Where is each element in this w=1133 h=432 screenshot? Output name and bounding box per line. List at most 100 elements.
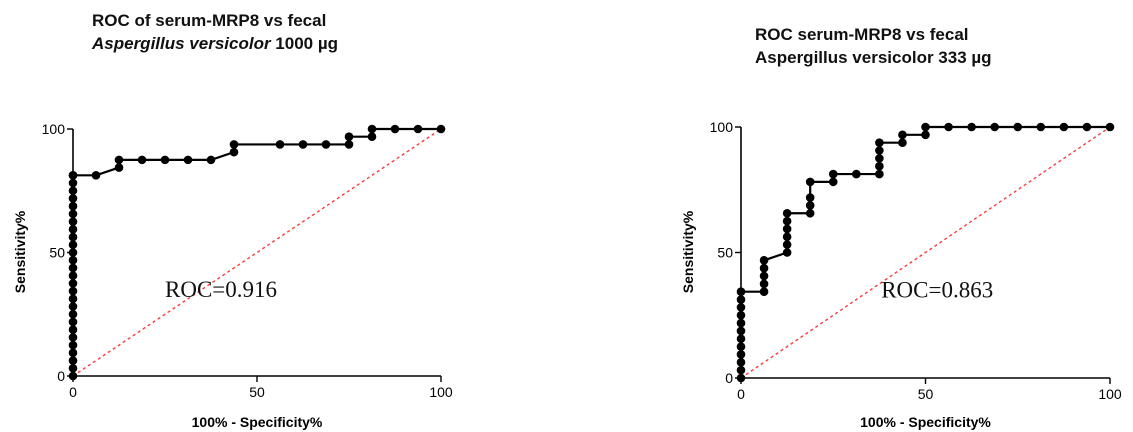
- roc-point: [68, 255, 78, 265]
- roc-point: [759, 279, 769, 289]
- roc-point: [1059, 122, 1069, 132]
- roc-point: [68, 363, 78, 373]
- roc-point: [68, 201, 78, 211]
- roc-point: [68, 309, 78, 319]
- roc-point: [782, 224, 792, 234]
- chart-title: ROC of serum-MRP8 vs fecal Aspergillus v…: [92, 9, 338, 55]
- roc-point: [759, 271, 769, 281]
- chart-title: ROC serum-MRP8 vs fecal Aspergillus vers…: [755, 23, 992, 69]
- x-tick-label: 0: [69, 384, 77, 400]
- y-axis-label: Sensitivity%: [12, 210, 28, 293]
- roc-point: [852, 169, 861, 179]
- y-tick-label: 0: [725, 370, 733, 386]
- roc-point: [68, 240, 78, 250]
- roc-point: [68, 294, 78, 304]
- reference-diagonal-line: [72, 128, 442, 377]
- roc-point: [68, 286, 78, 296]
- roc-point: [68, 209, 78, 219]
- x-tick-label: 0: [737, 386, 745, 402]
- roc-point: [875, 138, 884, 147]
- roc-point: [1013, 122, 1023, 132]
- roc-point: [344, 132, 354, 142]
- roc-point: [990, 122, 999, 132]
- x-tick-label: 100: [1098, 386, 1122, 402]
- roc-point: [736, 318, 746, 328]
- chart-title-species: Aspergillus versicolor: [92, 34, 271, 53]
- roc-point: [114, 155, 124, 165]
- roc-point: [921, 130, 930, 140]
- roc-point: [367, 124, 377, 134]
- roc-point: [875, 154, 884, 163]
- roc-point: [413, 124, 423, 134]
- roc-point: [736, 287, 746, 297]
- roc-point: [68, 371, 78, 381]
- roc-point: [68, 325, 78, 334]
- y-tick-label: 0: [57, 368, 65, 384]
- roc-point: [206, 155, 216, 165]
- roc-point: [68, 232, 78, 242]
- x-axis-label: 100% - Specificity%: [860, 414, 991, 430]
- roc-point: [68, 333, 78, 342]
- roc-point: [229, 147, 239, 157]
- roc-point: [736, 365, 746, 375]
- roc-point: [68, 171, 78, 180]
- roc-auc-annotation: ROC=0.863: [881, 278, 993, 303]
- roc-point: [68, 279, 78, 288]
- roc-point: [298, 140, 308, 149]
- roc-point: [275, 140, 285, 149]
- roc-point: [91, 171, 101, 180]
- roc-point: [1036, 122, 1046, 132]
- roc-point: [875, 169, 884, 179]
- roc-point: [782, 208, 792, 218]
- roc-point: [68, 194, 78, 203]
- roc-point: [68, 356, 78, 365]
- roc-point: [782, 216, 792, 226]
- roc-point: [782, 240, 792, 249]
- roc-point: [68, 263, 78, 273]
- roc-point: [898, 138, 907, 147]
- roc-point: [736, 350, 746, 359]
- roc-point: [828, 177, 838, 187]
- roc-point: [736, 358, 746, 367]
- chart-title-dose: 1000 µg: [270, 34, 339, 53]
- roc-point: [736, 326, 746, 336]
- roc-point: [68, 348, 78, 358]
- roc-point: [344, 140, 354, 149]
- roc-point: [137, 155, 147, 165]
- roc-auc-annotation: ROC=0.916: [165, 277, 277, 302]
- roc-point: [1105, 122, 1115, 132]
- x-tick-label: 50: [249, 384, 265, 400]
- roc-point: [805, 208, 815, 218]
- chart-title-line1: ROC of serum-MRP8 vs fecal: [92, 11, 327, 30]
- roc-point: [68, 340, 78, 350]
- x-axis-label: 100% - Specificity%: [192, 414, 323, 430]
- roc-point: [736, 303, 746, 312]
- chart-title-line1: ROC serum-MRP8 vs fecal: [755, 25, 969, 44]
- roc-point: [68, 225, 78, 234]
- roc-point: [68, 317, 78, 327]
- roc-point: [321, 140, 331, 149]
- x-tick-label: 100: [429, 384, 453, 400]
- roc-point: [759, 263, 769, 273]
- roc-point: [736, 373, 746, 383]
- roc-point: [805, 201, 815, 210]
- roc-point: [114, 163, 124, 172]
- roc-point: [875, 161, 884, 171]
- roc-point: [68, 271, 78, 280]
- roc-point: [828, 169, 838, 179]
- roc-point: [736, 334, 746, 344]
- roc-point: [160, 155, 170, 165]
- roc-point: [805, 193, 815, 202]
- roc-point: [967, 122, 976, 132]
- roc-point: [782, 232, 792, 242]
- roc-point: [1082, 122, 1092, 132]
- reference-diagonal-line: [740, 126, 1111, 379]
- roc-point: [436, 124, 446, 134]
- roc-point: [68, 302, 78, 311]
- roc-point: [759, 256, 769, 265]
- roc-point: [229, 140, 239, 149]
- roc-point: [944, 122, 953, 132]
- roc-plot: 0 50 100 0 50 100 100% - Specificity% Sensitivi…: [12, 121, 453, 430]
- roc-point: [736, 342, 746, 351]
- roc-point: [390, 124, 400, 134]
